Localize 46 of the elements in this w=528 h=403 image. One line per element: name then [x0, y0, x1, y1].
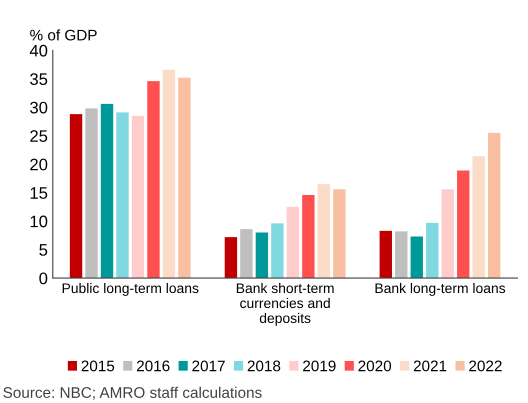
- bar: [472, 156, 485, 278]
- bar: [132, 116, 144, 278]
- y-tick-label: 15: [30, 187, 48, 199]
- bar: [240, 229, 253, 278]
- bar: [85, 108, 98, 278]
- bar: [147, 81, 160, 278]
- legend-label: 2016: [136, 360, 170, 372]
- bar: [457, 170, 470, 278]
- y-tick-label: 5: [39, 244, 48, 256]
- bar: [286, 206, 300, 278]
- bar: [380, 230, 392, 278]
- y-axis-title: % of GDP: [30, 29, 97, 41]
- legend-label: 2017: [192, 360, 225, 372]
- bar: [442, 189, 454, 278]
- bar: [410, 236, 423, 278]
- y-tick-label: 35: [30, 73, 48, 86]
- y-tick-label: 0: [39, 272, 48, 284]
- bar: [162, 70, 176, 278]
- y-tick-label: 25: [30, 130, 48, 142]
- bar: [224, 237, 238, 278]
- bar: [271, 223, 284, 278]
- x-tick-label: Bank long-term loans: [376, 282, 506, 296]
- bar: [302, 194, 315, 278]
- legend-label: 2015: [82, 360, 114, 372]
- bar: [100, 104, 114, 278]
- y-tick-label: 10: [30, 216, 48, 228]
- bar: [426, 222, 438, 278]
- bar: [318, 184, 330, 278]
- bar: [178, 78, 191, 278]
- legend-label: 2022: [469, 360, 502, 372]
- bar: [488, 132, 500, 278]
- bar: [116, 112, 129, 278]
- bar: [333, 189, 346, 278]
- legend-label: 2019: [303, 360, 336, 372]
- source-note: Source: NBC; AMRO staff calculations: [3, 386, 262, 400]
- bar: [256, 232, 268, 278]
- x-tick-label: Public long-term loans: [62, 282, 198, 296]
- bar: [395, 231, 408, 278]
- y-tick-label: 20: [30, 158, 48, 170]
- legend-label: 2021: [414, 360, 446, 372]
- x-tick-label: Bank short-term currencies and deposits: [236, 282, 334, 326]
- bar: [70, 114, 82, 278]
- legend-label: 2018: [248, 360, 280, 372]
- y-tick-label: 30: [30, 102, 48, 114]
- y-tick-label: 40: [30, 44, 48, 57]
- legend-label: 2020: [358, 360, 392, 372]
